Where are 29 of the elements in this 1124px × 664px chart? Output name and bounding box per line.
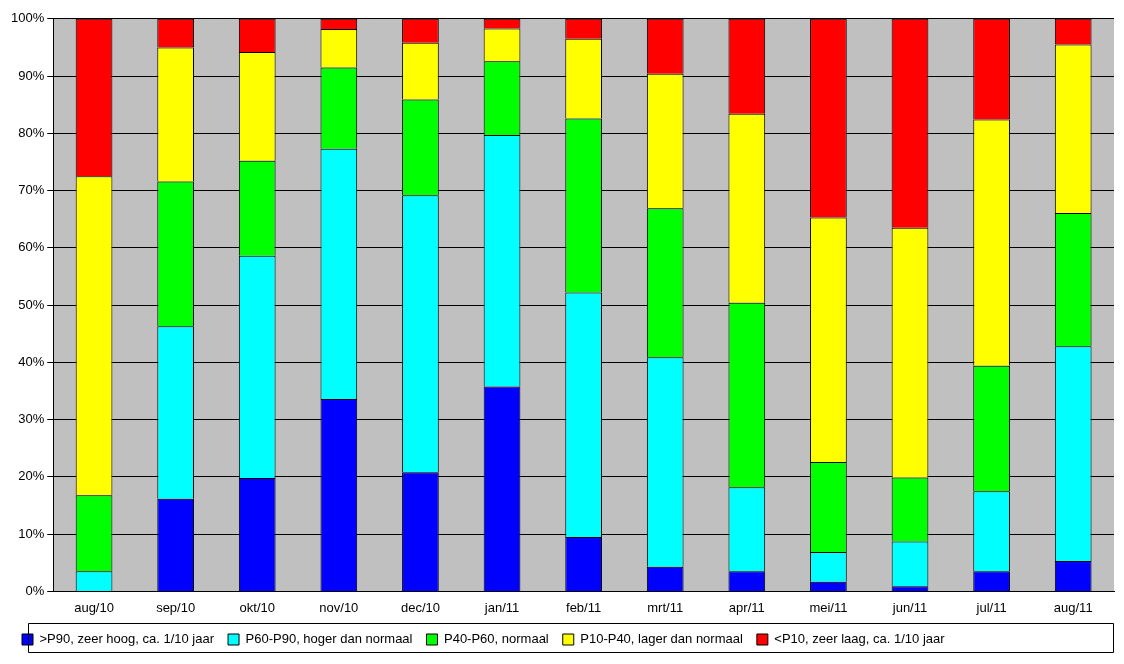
y-tick-label: 90% <box>18 67 45 83</box>
y-tick-label: 60% <box>18 239 45 255</box>
y-tick-label: 50% <box>18 296 45 312</box>
y-tick-label: 100% <box>11 10 45 26</box>
x-tick-label: aug/10 <box>74 599 114 615</box>
y-tick-label: 0% <box>25 582 45 598</box>
x-tick-label: jun/11 <box>891 599 928 615</box>
x-tick-label: mrt/11 <box>647 599 684 615</box>
x-tick-label: feb/11 <box>566 599 602 615</box>
x-tick-label: jan/11 <box>483 599 520 615</box>
legend-label: P10-P40, lager dan normaal <box>580 631 743 647</box>
legend-label: P40-P60, normaal <box>443 631 549 647</box>
x-tick-label: mei/11 <box>809 599 848 615</box>
x-tick-label: aug/11 <box>1053 599 1093 615</box>
legend-label: >P90, zeer hoog, ca. 1/10 jaar <box>39 631 215 647</box>
x-tick-label: jul/11 <box>975 599 1007 615</box>
y-tick-label: 80% <box>18 124 45 140</box>
legend-label: <P10, zeer laag, ca. 1/10 jaar <box>774 631 946 647</box>
x-tick-label: dec/10 <box>400 599 440 615</box>
x-tick-label: okt/10 <box>239 599 275 615</box>
x-tick-label: apr/11 <box>728 599 765 615</box>
y-tick-label: 30% <box>18 411 45 427</box>
legend-label: P60-P90, hoger dan normaal <box>245 631 413 647</box>
x-tick-label: sep/10 <box>156 599 196 615</box>
y-tick-label: 40% <box>18 353 45 369</box>
x-tick-label: nov/10 <box>319 599 359 615</box>
y-tick-label: 70% <box>18 182 45 198</box>
y-tick-label: 20% <box>18 468 45 484</box>
y-tick-label: 10% <box>18 525 45 541</box>
